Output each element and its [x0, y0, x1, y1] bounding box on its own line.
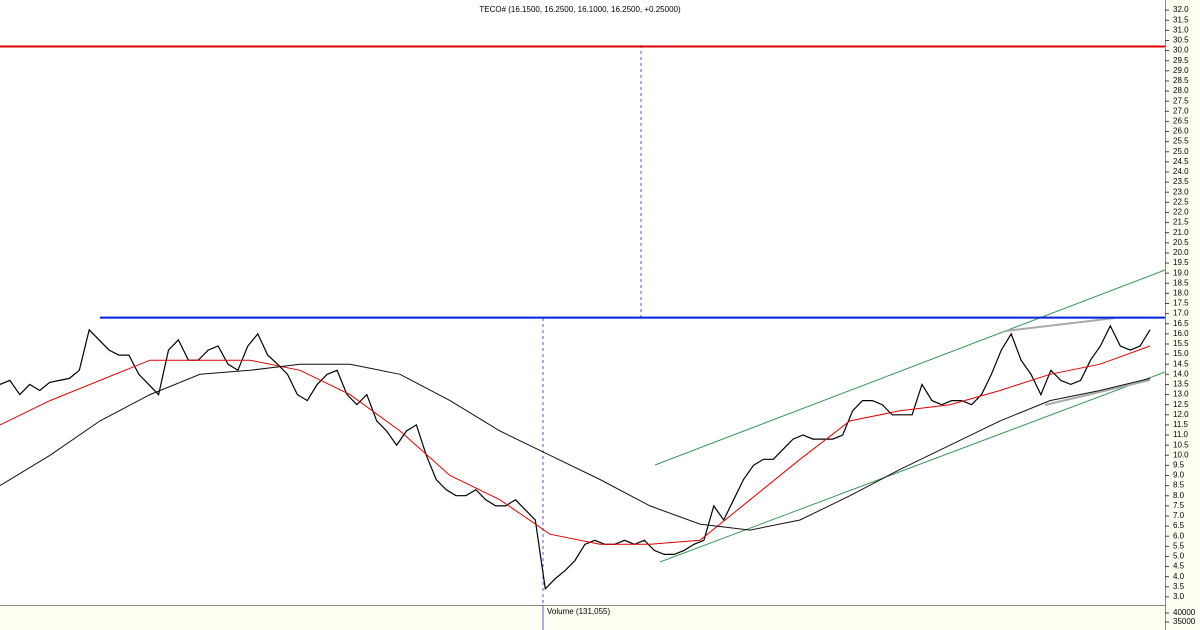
y-tick-label: 26.0	[1173, 127, 1189, 136]
y-tick-label: 9.5	[1173, 460, 1185, 469]
y-tick-label: 14.5	[1173, 359, 1189, 368]
y-tick-label: 19.5	[1173, 258, 1189, 267]
y-tick-label: 13.0	[1173, 390, 1189, 399]
y-tick-label: 24.0	[1173, 167, 1189, 176]
y-tick-label: 4.5	[1173, 562, 1185, 571]
trend-line	[1044, 379, 1151, 406]
y-tick-label: 25.5	[1173, 137, 1189, 146]
y-tick-label: 17.5	[1173, 299, 1189, 308]
chart-title: TECO# (16.1500, 16.2500, 16.1000, 16.250…	[479, 5, 681, 14]
y-tick-label: 5.0	[1173, 552, 1185, 561]
y-tick-label: 8.5	[1173, 481, 1185, 490]
plot-area	[0, 0, 1165, 605]
y-tick-label: 28.5	[1173, 76, 1189, 85]
y-tick-label: 20.5	[1173, 238, 1189, 247]
y-tick-label: 7.0	[1173, 511, 1185, 520]
y-tick-label: 12.0	[1173, 410, 1189, 419]
y-tick-label: 27.0	[1173, 106, 1189, 115]
y-tick-label: 29.0	[1173, 66, 1189, 75]
y-tick-label: 6.5	[1173, 521, 1185, 530]
volume-area	[0, 606, 1165, 630]
y-tick-label: 11.5	[1173, 420, 1189, 429]
y-tick-label: 24.5	[1173, 157, 1189, 166]
y-tick-label: 15.0	[1173, 349, 1189, 358]
y-tick-label: 6.0	[1173, 531, 1185, 540]
y-tick-label: 21.5	[1173, 218, 1189, 227]
y-tick-label: 25.0	[1173, 147, 1189, 156]
y-tick-label: 30.5	[1173, 36, 1189, 45]
y-tick-label: 19.0	[1173, 268, 1189, 277]
channel-line	[659, 371, 1166, 563]
y-tick-label: 23.5	[1173, 177, 1189, 186]
y-tick-label: 15.5	[1173, 339, 1189, 348]
price-line	[0, 363, 1151, 531]
y-tick-label: 20.0	[1173, 248, 1189, 257]
y-tick-label: 8.0	[1173, 491, 1185, 500]
y-tick-label: 11.0	[1173, 430, 1189, 439]
y-tick-label: 31.5	[1173, 15, 1189, 24]
y-tick-label: 3.5	[1173, 582, 1185, 591]
y-tick-label: 9.0	[1173, 471, 1185, 480]
volume-tick-label: 40000	[1173, 608, 1196, 617]
y-tick-label: 31.0	[1173, 25, 1189, 34]
y-tick-label: 21.0	[1173, 228, 1189, 237]
channel-line	[654, 269, 1166, 466]
y-tick-label: 18.0	[1173, 289, 1189, 298]
y-tick-label: 10.5	[1173, 440, 1189, 449]
trend-line	[1004, 317, 1116, 332]
y-tick-label: 26.5	[1173, 117, 1189, 126]
y-tick-label: 13.5	[1173, 380, 1189, 389]
y-tick-label: 14.0	[1173, 369, 1189, 378]
y-tick-label: 16.5	[1173, 319, 1189, 328]
y-tick-label: 28.0	[1173, 86, 1189, 95]
y-tick-label: 7.5	[1173, 501, 1185, 510]
price-line	[0, 345, 1151, 545]
y-tick-label: 4.0	[1173, 572, 1185, 581]
y-tick-label: 30.0	[1173, 46, 1189, 55]
y-tick-label: 22.5	[1173, 197, 1189, 206]
volume-label: Volume (131,055)	[547, 607, 610, 616]
y-tick-label: 5.5	[1173, 541, 1185, 550]
volume-tick-label: 35000	[1173, 617, 1196, 626]
y-tick-label: 23.0	[1173, 187, 1189, 196]
y-tick-label: 27.5	[1173, 96, 1189, 105]
y-tick-label: 22.0	[1173, 208, 1189, 217]
y-tick-label: 17.0	[1173, 309, 1189, 318]
y-tick-label: 18.5	[1173, 278, 1189, 287]
y-tick-label: 3.0	[1173, 592, 1185, 601]
y-tick-label: 12.5	[1173, 400, 1189, 409]
y-tick-label: 10.0	[1173, 450, 1189, 459]
y-tick-label: 29.5	[1173, 56, 1189, 65]
y-tick-label: 32.0	[1173, 5, 1189, 14]
y-tick-label: 16.0	[1173, 329, 1189, 338]
